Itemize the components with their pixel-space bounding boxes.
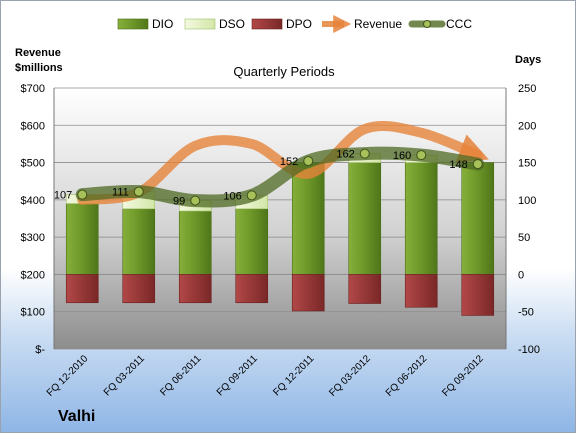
bar-dio: [461, 162, 495, 275]
bar-dpo: [461, 274, 495, 316]
ccc-data-label: 152: [280, 156, 298, 168]
legend-swatch-dso: [184, 18, 216, 30]
bar-dio: [122, 208, 156, 275]
left-tick-label: $400: [21, 195, 45, 207]
ccc-point: [359, 148, 370, 159]
bar-dpo: [291, 274, 325, 312]
ccc-line: [75, 146, 485, 208]
left-axis-title-line1: Revenue: [15, 47, 61, 59]
ccc-point: [303, 156, 314, 167]
bar-dpo: [235, 274, 269, 304]
ccc-series: 107 111 99 106 152 162 160 148: [54, 146, 485, 208]
right-axis: -100 -50 0 50 100 150 200 250: [505, 83, 540, 356]
x-tick-label: FQ 03-2012: [327, 353, 373, 399]
bar-dio: [65, 203, 99, 275]
bars: [65, 153, 495, 316]
left-axis-title-line2: $millions: [15, 62, 63, 74]
x-tick-label: FQ 03-2011: [102, 353, 147, 398]
bar-dpo: [65, 274, 99, 304]
bar-dpo: [178, 274, 212, 304]
x-tick-label: FQ 12-2011: [271, 353, 316, 398]
right-tick-label: -100: [518, 344, 540, 356]
bar-dio: [178, 210, 212, 275]
plot-area: [54, 88, 506, 349]
x-tick-label: FQ 12-2010: [45, 353, 91, 399]
right-tick-label: -50: [518, 307, 534, 319]
bar-dio: [404, 162, 438, 275]
ccc-data-label: 162: [336, 149, 354, 161]
ccc-point: [77, 189, 88, 200]
right-tick-label: 100: [518, 195, 536, 207]
bar-dpo: [348, 274, 382, 304]
company-name: Valhi: [58, 408, 95, 425]
x-tick-label: FQ 09-2011: [215, 353, 260, 398]
left-tick-label: $300: [21, 232, 45, 244]
x-tick-label: FQ 06-2012: [384, 353, 430, 399]
ccc-data-label: 99: [173, 196, 185, 208]
ccc-point: [472, 159, 483, 170]
x-axis: FQ 12-2010 FQ 03-2011 FQ 06-2011 FQ 09-2011…: [45, 353, 486, 399]
legend: DIO DSO DPO Revenue CCC: [117, 15, 472, 33]
bar-dio: [291, 162, 325, 275]
left-tick-label: $700: [21, 83, 45, 95]
right-axis-title: Days: [515, 54, 541, 66]
legend-label-dso: DSO: [219, 17, 245, 31]
bar-dio: [235, 208, 269, 275]
left-tick-label: $500: [21, 158, 45, 170]
left-tick-label: $-: [35, 344, 45, 356]
ccc-point: [246, 190, 257, 201]
chart-title: Quarterly Periods: [233, 64, 335, 79]
left-tick-label: $200: [21, 269, 45, 281]
left-axis: $- $100 $200 $300 $400 $500 $600 $700: [21, 83, 55, 356]
ccc-point: [133, 186, 144, 197]
bar-dpo: [122, 274, 156, 304]
right-tick-label: 0: [518, 269, 524, 281]
ccc-data-label: 148: [449, 159, 467, 171]
legend-label-dio: DIO: [152, 17, 173, 31]
ccc-data-label: 160: [393, 150, 411, 162]
ccc-data-label: 106: [223, 190, 241, 202]
legend-swatch-dpo: [251, 18, 283, 30]
ccc-data-label: 111: [112, 187, 129, 199]
legend-swatch-dio: [117, 18, 149, 30]
ccc-point: [416, 150, 427, 161]
x-tick-label: FQ 06-2011: [158, 353, 203, 398]
bar-dpo: [404, 274, 438, 308]
right-tick-label: 200: [518, 120, 536, 132]
legend-label-ccc: CCC: [446, 17, 472, 31]
legend-marker-ccc: [423, 20, 431, 28]
legend-label-revenue: Revenue: [354, 17, 402, 31]
ccc-data-label: 107: [54, 190, 72, 202]
legend-label-dpo: DPO: [286, 17, 312, 31]
right-tick-label: 250: [518, 83, 536, 95]
left-tick-label: $600: [21, 120, 45, 132]
bar-dio: [348, 162, 382, 275]
left-tick-label: $100: [21, 307, 45, 319]
ccc-point: [190, 195, 201, 206]
x-tick-label: FQ 09-2012: [440, 353, 486, 399]
right-tick-label: 150: [518, 158, 536, 170]
right-tick-label: 50: [518, 232, 530, 244]
